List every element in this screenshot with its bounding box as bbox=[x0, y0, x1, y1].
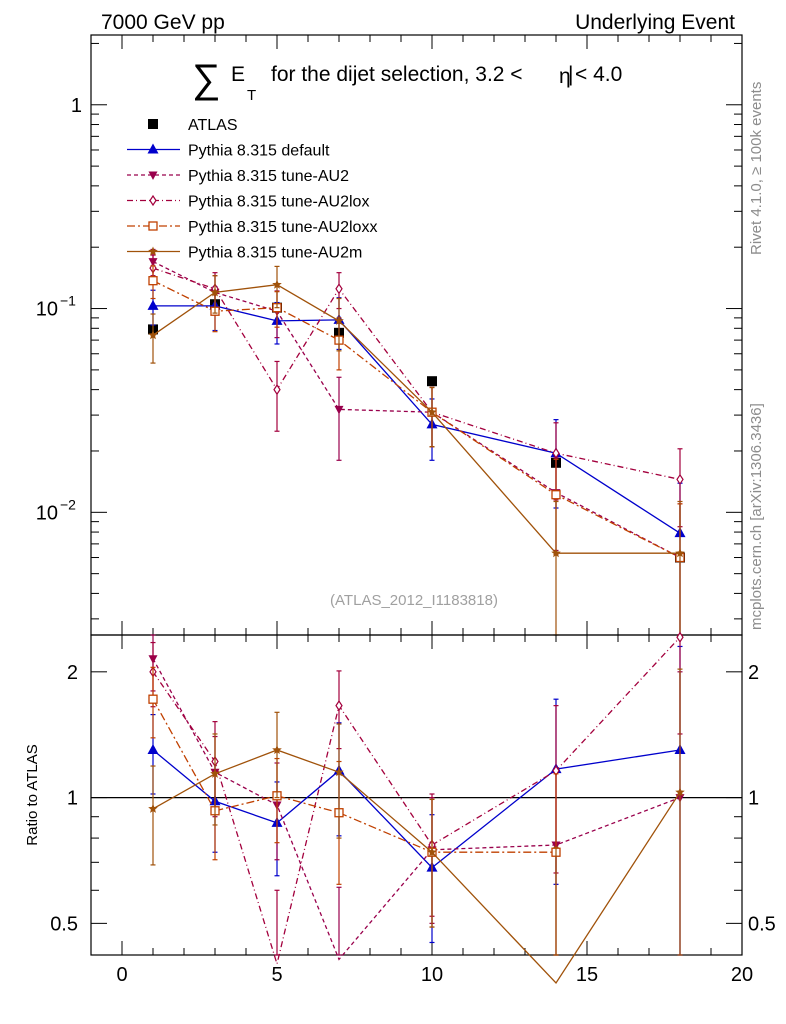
x-tick-label: 0 bbox=[116, 964, 127, 986]
main-point-au2lox bbox=[273, 384, 281, 396]
ratio-point-au2m bbox=[148, 803, 158, 813]
legend-entry-atlas: ATLAS bbox=[148, 117, 238, 134]
main-axis-ticks: 110−110−2 bbox=[36, 35, 743, 635]
ratio-y-tick-label: 1 bbox=[67, 788, 78, 810]
mcplots-label: mcplots.cern.ch [arXiv:1306.3436] bbox=[748, 403, 765, 630]
main-point-au2m bbox=[334, 315, 344, 325]
main-point-au2lox bbox=[676, 473, 684, 486]
header-right: Underlying Event bbox=[575, 11, 735, 34]
legend-marker bbox=[148, 171, 158, 180]
legend-label: Pythia 8.315 tune-AU2loxx bbox=[188, 219, 377, 236]
ratio-plot-data bbox=[147, 631, 686, 985]
ratio-point-au2lox bbox=[676, 631, 684, 643]
ratio-point-au2loxx bbox=[148, 694, 158, 704]
legend-entry-au2m: Pythia 8.315 tune-AU2m bbox=[127, 245, 362, 262]
ratio-y-tick-label-right: 2 bbox=[748, 662, 759, 684]
main-series-au2lox bbox=[149, 254, 684, 528]
legend-marker bbox=[148, 221, 158, 231]
main-point-au2loxx bbox=[148, 276, 158, 286]
ratio-point-au2m bbox=[675, 787, 685, 797]
main-line-default bbox=[153, 305, 681, 534]
title-e: E bbox=[231, 63, 245, 86]
ratio-plot-frame bbox=[90, 634, 743, 956]
main-point-au2m bbox=[551, 548, 561, 558]
main-point-default bbox=[147, 299, 159, 310]
legend-label: Pythia 8.315 tune-AU2lox bbox=[188, 194, 369, 211]
ratio-series-au2lox bbox=[149, 631, 684, 967]
ratio-axis-ticks: 2 2 1 1 0.5 0.5 0 5 10 15 20 bbox=[50, 635, 776, 986]
x-tick-label: 5 bbox=[271, 964, 282, 986]
ratio-point-au2lox bbox=[335, 700, 343, 712]
ratio-line-au2m bbox=[152, 749, 681, 985]
ratio-series-au2m bbox=[148, 668, 685, 985]
legend-label: Pythia 8.315 tune-AU2m bbox=[188, 245, 362, 262]
title-sum-symbol: ∑ bbox=[192, 57, 221, 101]
title-tail: < 4.0 bbox=[575, 63, 622, 86]
ratio-point-au2m bbox=[334, 767, 344, 777]
plot-title: ∑ E T for the dijet selection, 3.2 < η |… bbox=[192, 57, 622, 104]
rivet-version-label: Rivet 4.1.0, ≥ 100k events bbox=[748, 82, 765, 255]
ratio-point-au2m bbox=[272, 745, 282, 754]
ratio-point-au2m bbox=[427, 847, 437, 857]
y-tick-label: 1 bbox=[71, 95, 82, 117]
legend: ATLAS Pythia 8.315 default Pythia 8.315 tu… bbox=[127, 117, 377, 262]
ratio-series-au2loxx bbox=[148, 666, 561, 956]
main-point-au2m bbox=[148, 330, 158, 340]
legend-entry-au2: Pythia 8.315 tune-AU2 bbox=[127, 168, 349, 185]
analysis-id-watermark: (ATLAS_2012_I1183818) bbox=[330, 592, 498, 609]
title-text: for the dijet selection, 3.2 < bbox=[271, 63, 523, 86]
main-series-default bbox=[147, 286, 686, 636]
legend-label: Pythia 8.315 tune-AU2 bbox=[188, 168, 349, 185]
main-point-au2 bbox=[334, 405, 344, 415]
ratio-y-tick-label: 0.5 bbox=[50, 913, 78, 935]
main-point-au2m bbox=[210, 287, 220, 297]
x-tick-label: 10 bbox=[421, 964, 443, 986]
ratio-y-tick-label: 2 bbox=[67, 662, 78, 684]
y-tick-label: 10 bbox=[36, 502, 58, 524]
legend-label: ATLAS bbox=[188, 117, 238, 134]
ratio-y-tick-label-right: 0.5 bbox=[748, 913, 776, 935]
y-tick-label-exponent: −1 bbox=[60, 293, 76, 309]
main-point-atlas bbox=[427, 376, 437, 387]
legend-entry-au2lox: Pythia 8.315 tune-AU2lox bbox=[127, 194, 369, 211]
main-line-au2 bbox=[152, 261, 681, 559]
main-point-au2m bbox=[675, 548, 685, 558]
main-point-au2lox bbox=[335, 283, 343, 295]
ratio-ylabel: Ratio to ATLAS bbox=[24, 744, 41, 845]
header-left: 7000 GeV pp bbox=[101, 11, 225, 34]
main-point-au2m bbox=[427, 407, 437, 417]
legend-marker bbox=[147, 143, 159, 154]
x-tick-label: 15 bbox=[576, 964, 598, 986]
y-tick-label: 10 bbox=[36, 299, 58, 321]
legend-marker bbox=[148, 119, 158, 129]
legend-entry-au2loxx: Pythia 8.315 tune-AU2loxx bbox=[127, 219, 377, 236]
main-point-au2m bbox=[272, 279, 282, 289]
main-line-au2m bbox=[152, 284, 680, 554]
ratio-y-tick-label-right: 1 bbox=[748, 788, 759, 810]
main-series-atlas bbox=[148, 299, 685, 563]
title-bar: | bbox=[568, 63, 573, 86]
title-eta: η bbox=[559, 65, 571, 88]
legend-label: Pythia 8.315 default bbox=[188, 143, 330, 160]
main-series-au2 bbox=[148, 248, 685, 636]
main-point-au2loxx bbox=[551, 490, 561, 500]
ratio-point-au2m bbox=[210, 768, 220, 778]
x-tick-label: 20 bbox=[731, 964, 753, 986]
y-tick-label-exponent: −2 bbox=[60, 496, 76, 512]
main-plot-data bbox=[147, 248, 686, 636]
ratio-point-default bbox=[147, 743, 159, 754]
legend-marker bbox=[148, 246, 158, 256]
main-point-au2lox bbox=[552, 447, 560, 459]
title-t: T bbox=[247, 87, 256, 104]
legend-marker bbox=[149, 194, 157, 207]
main-series-au2m bbox=[148, 265, 685, 636]
main-line-au2lox bbox=[152, 267, 681, 481]
legend-entry-default: Pythia 8.315 default bbox=[127, 143, 330, 160]
main-series-au2loxx bbox=[148, 265, 685, 636]
